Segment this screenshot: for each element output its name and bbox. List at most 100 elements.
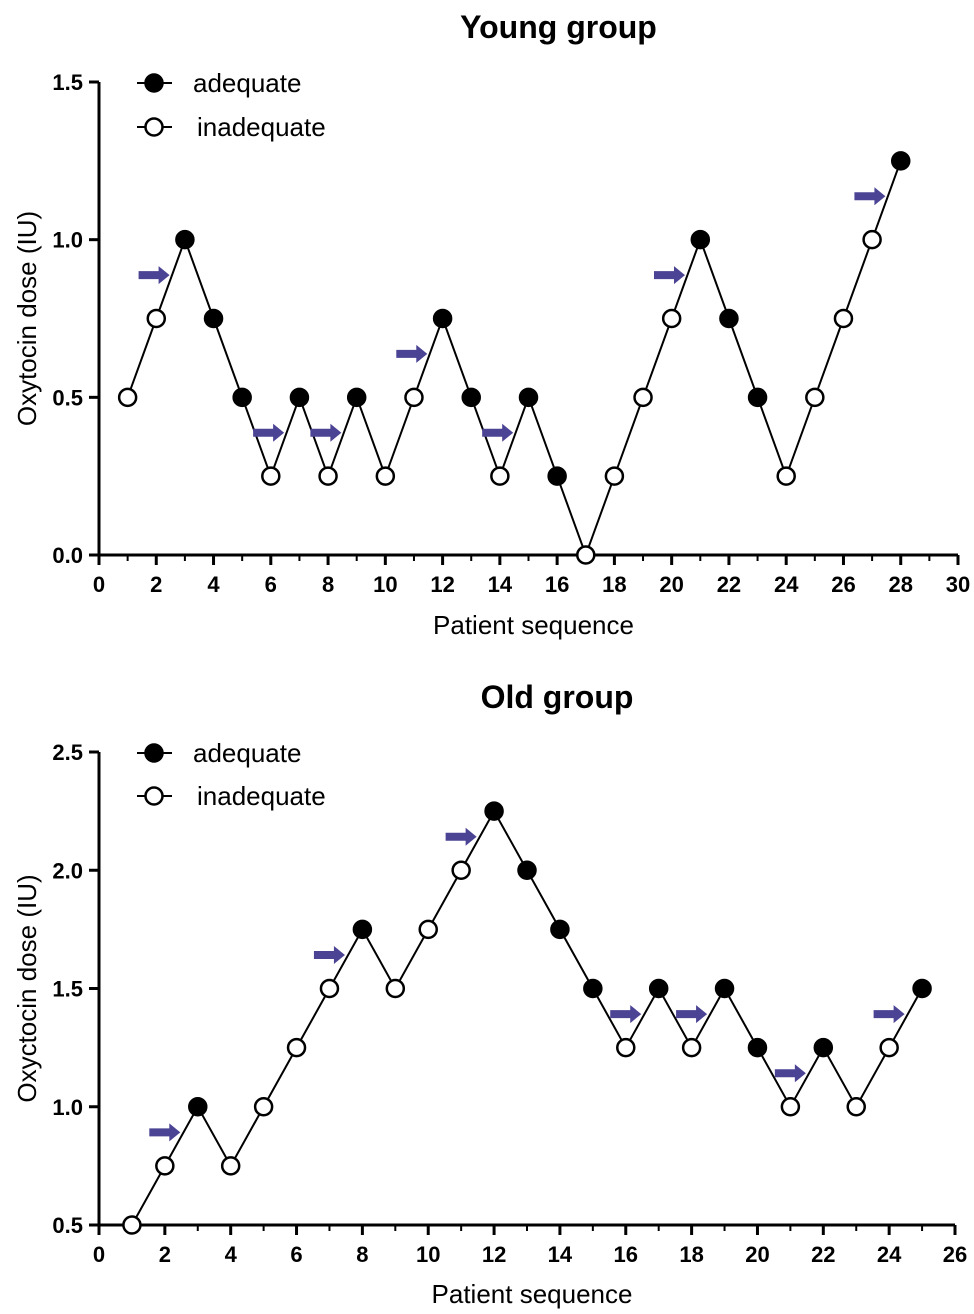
x-tick-label: 14 [548,1242,573,1267]
arrow-marker [610,1005,642,1024]
data-point-inadequate [490,466,510,486]
data-point-inadequate [833,308,854,329]
data-point-inadequate [261,466,281,486]
data-point-adequate [690,229,711,250]
chart-title: Young group [460,9,657,45]
data-point-inadequate [253,1097,274,1117]
data-point-adequate [484,801,504,821]
legend-marker-adequate [144,73,164,93]
y-tick-label: 0.5 [52,385,83,410]
y-axis-label: Oxyctocin dose (IU) [12,874,42,1102]
data-point-inadequate [451,860,471,880]
y-tick-label: 2.0 [52,858,83,883]
data-point-adequate [550,919,570,940]
data-point-inadequate [220,1156,241,1176]
data-point-adequate [232,387,252,408]
legend-marker-inadequate [144,117,164,137]
legend-label: inadequate [197,112,326,142]
x-tick-label: 26 [943,1242,967,1267]
x-tick-label: 28 [888,572,912,597]
y-tick-label: 0.0 [52,543,83,568]
data-point-inadequate [385,978,406,999]
y-axis-label: Oxytocin dose (IU) [12,211,42,426]
x-tick-label: 20 [745,1242,769,1267]
data-point-inadequate [879,1037,899,1058]
data-point-inadequate [318,466,338,486]
data-point-adequate [461,387,481,408]
legend-marker-adequate [144,743,164,763]
arrow-marker [873,1005,905,1024]
x-tick-label: 6 [290,1242,302,1267]
x-tick-label: 2 [159,1242,171,1267]
data-point-inadequate [117,387,138,408]
data-point-adequate [747,387,768,408]
data-point-inadequate [846,1097,866,1117]
data-point-inadequate [776,466,796,486]
arrow-marker [253,423,285,442]
arrow-marker [482,423,514,442]
x-tick-label: 12 [430,572,454,597]
x-tick-label: 24 [877,1242,902,1267]
data-point-inadequate [604,466,625,486]
x-tick-label: 16 [614,1242,638,1267]
x-tick-label: 24 [774,572,799,597]
data-point-inadequate [122,1215,142,1235]
x-tick-label: 0 [93,1242,105,1267]
x-tick-label: 30 [946,572,970,597]
data-point-inadequate [286,1037,307,1058]
x-tick-label: 20 [659,572,683,597]
arrow-marker [138,266,170,285]
data-point-inadequate [661,308,682,329]
data-point-adequate [175,229,195,250]
legend-marker-inadequate [144,786,164,806]
data-point-adequate [203,308,224,329]
x-tick-label: 26 [831,572,855,597]
data-point-inadequate [146,308,167,329]
x-tick-label: 18 [602,572,626,597]
legend-label: adequate [193,68,301,98]
x-tick-label: 8 [322,572,334,597]
data-point-inadequate [616,1037,636,1058]
x-tick-label: 22 [811,1242,835,1267]
data-point-adequate [346,387,367,408]
arrow-marker [310,423,342,442]
x-tick-label: 12 [482,1242,506,1267]
x-tick-label: 0 [93,572,105,597]
x-axis-label: Patient sequence [433,610,634,640]
data-point-adequate [518,387,539,408]
data-point-adequate [188,1097,208,1117]
data-point-adequate [912,978,932,999]
data-point-inadequate [155,1156,175,1176]
legend-label: adequate [193,738,301,768]
arrow-marker [149,1123,181,1142]
data-point-adequate [352,919,373,940]
data-point-adequate [583,978,603,999]
arrow-marker [653,266,685,285]
x-tick-label: 16 [545,572,569,597]
arrow-marker [676,1005,708,1024]
y-tick-label: 1.5 [52,70,83,95]
y-tick-label: 1.0 [52,1095,83,1120]
data-point-inadequate [805,387,825,408]
x-tick-label: 6 [265,572,277,597]
x-tick-label: 14 [488,572,513,597]
chart-title: Old group [481,679,634,715]
x-tick-label: 22 [717,572,741,597]
x-tick-label: 10 [416,1242,440,1267]
data-point-inadequate [633,387,653,408]
data-point-adequate [890,151,911,171]
data-point-inadequate [404,387,424,408]
legend-label: inadequate [197,781,326,811]
x-tick-label: 8 [356,1242,368,1267]
data-point-inadequate [780,1097,801,1117]
x-axis-label: Patient sequence [432,1279,633,1309]
data-point-inadequate [576,545,596,565]
x-tick-label: 4 [207,572,220,597]
y-tick-label: 0.5 [52,1213,83,1238]
data-point-adequate [517,860,537,880]
data-point-adequate [547,466,567,486]
